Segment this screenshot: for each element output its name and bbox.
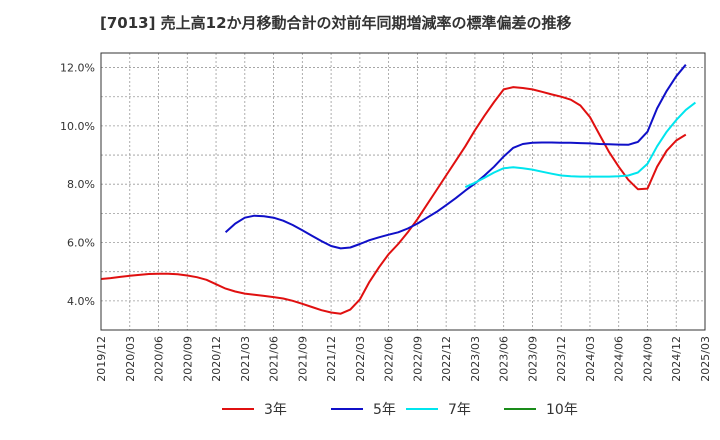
x-tick-label: 2021/06 [268, 336, 281, 382]
x-tick-label: 2023/03 [469, 336, 482, 382]
x-tick-label: 2022/03 [354, 336, 367, 382]
y-tick-label: 6.0% [67, 237, 95, 250]
x-tick-label: 2024/03 [584, 336, 597, 382]
x-tick-label: 2022/12 [440, 336, 453, 382]
x-tick-label: 2022/06 [383, 336, 396, 382]
x-tick-label: 2024/06 [613, 336, 626, 382]
x-tick-label: 2020/06 [153, 336, 166, 382]
x-tick-label: 2025/03 [699, 336, 712, 382]
legend: 3年 5年 7年 10年 [222, 402, 578, 418]
x-tick-label: 2020/09 [181, 336, 194, 382]
y-tick-label: 10.0% [60, 120, 95, 133]
series-lines [100, 64, 697, 315]
y-axis-ticks: 4.0% 6.0% 8.0% 10.0% 12.0% [60, 62, 95, 308]
x-tick-label: 2021/12 [325, 336, 338, 382]
plot-area-frame [100, 52, 706, 331]
x-tick-label: 2022/09 [411, 336, 424, 382]
series-line-2 [464, 101, 697, 189]
x-tick-label: 2023/06 [498, 336, 511, 382]
legend-label: 7年 [448, 402, 471, 418]
series-line-1 [224, 64, 687, 250]
x-axis-ticks: 2019/12 2020/03 2020/06 2020/09 2020/12 2021/… [95, 336, 712, 382]
x-tick-label: 2020/03 [124, 336, 137, 382]
legend-label: 10年 [546, 402, 578, 418]
x-tick-label: 2023/12 [555, 336, 568, 382]
x-tick-label: 2023/09 [526, 336, 539, 382]
chart-title: [7013] 売上高12か月移動合計の対前年同期増減率の標準偏差の推移 [100, 14, 572, 32]
x-tick-label: 2024/09 [641, 336, 654, 382]
x-tick-label: 2021/09 [296, 336, 309, 382]
x-tick-label: 2021/03 [239, 336, 252, 382]
x-tick-label: 2019/12 [95, 336, 108, 382]
y-tick-label: 8.0% [67, 178, 95, 191]
x-tick-label: 2020/12 [210, 336, 223, 382]
series-line-0 [100, 86, 687, 315]
y-tick-label: 4.0% [67, 295, 95, 308]
legend-label: 5年 [373, 402, 396, 418]
y-tick-label: 12.0% [60, 62, 95, 75]
x-tick-label: 2024/12 [670, 336, 683, 382]
grid [100, 53, 706, 331]
legend-label: 3年 [264, 402, 287, 418]
